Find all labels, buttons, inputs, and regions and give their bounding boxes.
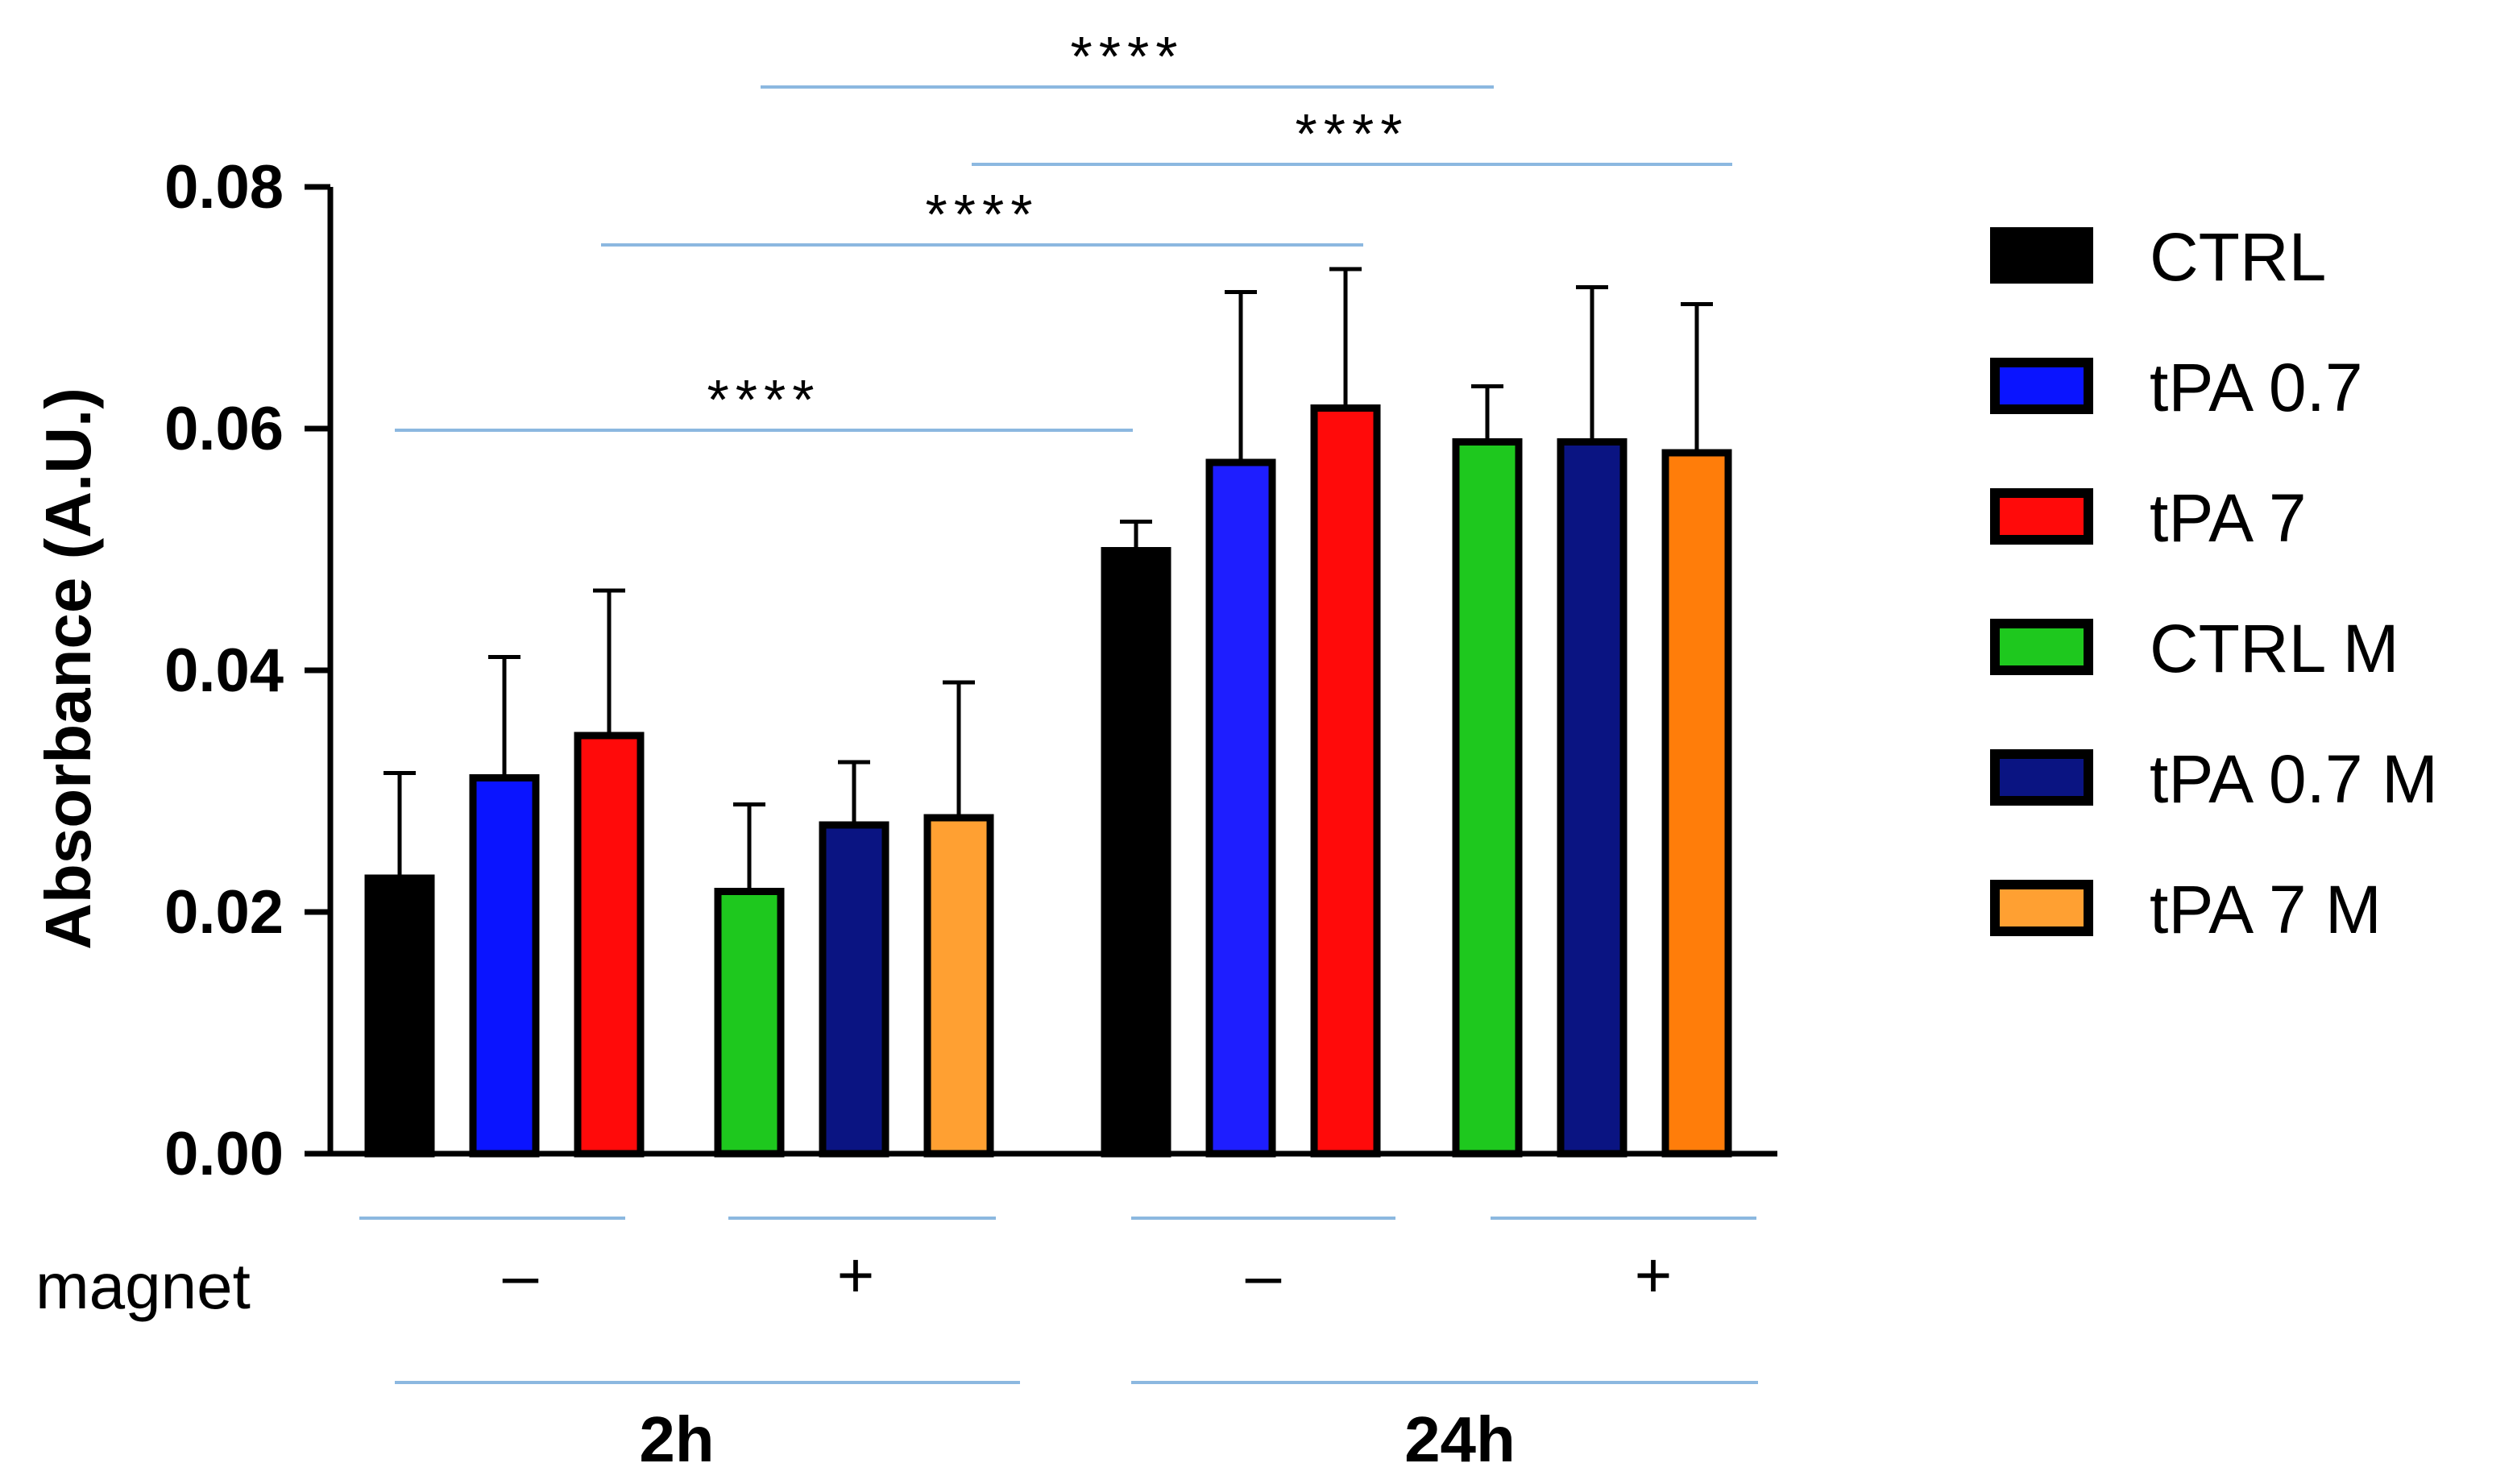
magnet-group-label: + xyxy=(1635,1239,1673,1311)
significance-label: **** xyxy=(926,183,1039,246)
significance-label: **** xyxy=(1071,25,1184,88)
legend-swatch xyxy=(1990,749,2093,806)
legend-label: tPA 7 xyxy=(2150,480,2307,556)
bar xyxy=(574,732,645,1158)
legend-label: tPA 7 M xyxy=(2150,872,2382,947)
bar xyxy=(819,821,889,1158)
y-tick-label: 0.00 xyxy=(164,1120,284,1188)
bar xyxy=(1661,449,1732,1158)
legend-swatch xyxy=(1990,227,2093,284)
legend-label: CTRL xyxy=(2150,219,2326,295)
time-group-label: 24h xyxy=(1404,1403,1516,1475)
y-tick-label: 0.04 xyxy=(164,636,284,705)
legend-swatch xyxy=(1990,619,2093,675)
error-bars xyxy=(384,267,1713,892)
significance-annotations: **** **** **** **** xyxy=(395,25,1732,432)
legend: CTRL tPA 0.7 tPA 7 CTRL M tPA 0.7 M tPA 7 M xyxy=(1990,219,2438,947)
significance-label: **** xyxy=(1296,102,1409,165)
significance-label: **** xyxy=(707,368,821,431)
bar xyxy=(714,888,785,1158)
legend-label: tPA 0.7 M xyxy=(2150,741,2438,817)
magnet-group-label: – xyxy=(503,1239,539,1311)
magnet-group-label: + xyxy=(837,1239,875,1311)
y-tick-label: 0.06 xyxy=(164,395,284,463)
legend-swatch xyxy=(1990,358,2093,414)
y-tick-label: 0.08 xyxy=(164,153,284,222)
legend-label: CTRL M xyxy=(2150,611,2399,686)
legend-label: tPA 0.7 xyxy=(2150,350,2363,425)
bar xyxy=(1310,404,1381,1158)
bar xyxy=(1557,438,1628,1158)
bar xyxy=(923,814,994,1158)
legend-swatch xyxy=(1990,488,2093,545)
bar xyxy=(1452,438,1523,1158)
bar xyxy=(364,874,435,1158)
bar xyxy=(1101,547,1171,1158)
legend-swatch xyxy=(1990,880,2093,936)
group-labels: magnet – + – +2h 24h xyxy=(35,1217,1758,1475)
bar xyxy=(1205,458,1276,1158)
magnet-label: magnet xyxy=(35,1250,251,1322)
time-group-label: 2h xyxy=(639,1403,714,1475)
bars xyxy=(364,404,1732,1158)
y-axis-title: Absorbance (A.U.) xyxy=(32,388,104,950)
bar xyxy=(469,774,540,1158)
y-axis: 0.00 0.02 0.04 0.06 0.08 xyxy=(164,153,330,1188)
y-tick-label: 0.02 xyxy=(164,878,284,947)
magnet-group-label: – xyxy=(1246,1239,1282,1311)
